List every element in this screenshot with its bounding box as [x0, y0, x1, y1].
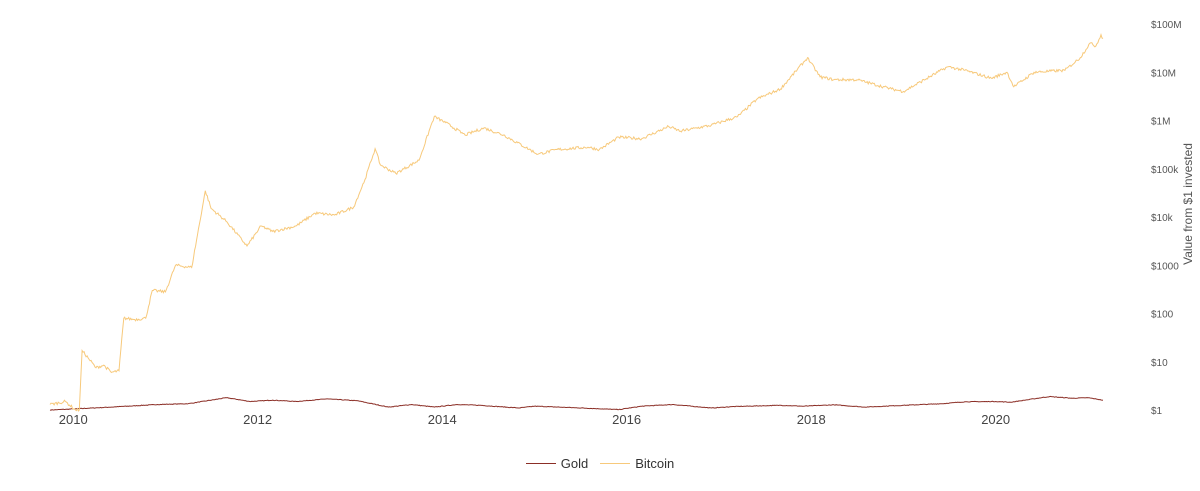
y-tick-label: $1M	[1151, 117, 1170, 128]
x-axis: 2010 2012 2014 2016 2018 2020	[59, 412, 1010, 427]
y-axis: $1 $10 $100 $1000 $10k $100k $1M $10M $100M	[1151, 20, 1182, 417]
y-tick-label: $10	[1151, 358, 1168, 369]
y-tick-label: $10k	[1151, 213, 1174, 224]
y-tick-label: $100	[1151, 310, 1174, 321]
y-tick-label: $100k	[1151, 165, 1179, 176]
legend-label-bitcoin: Bitcoin	[635, 456, 675, 471]
bitcoin-series-layer	[49, 32, 1104, 412]
legend: Gold Bitcoin	[0, 456, 1200, 471]
x-tick-label: 2016	[612, 412, 641, 427]
gold-series-layer	[49, 395, 1104, 411]
bitcoin-legend-swatch	[600, 463, 631, 464]
x-tick-label: 2020	[981, 412, 1010, 427]
y-tick-label: $1	[1151, 406, 1163, 417]
x-tick-label: 2018	[797, 412, 826, 427]
x-tick-label: 2014	[428, 412, 457, 427]
x-tick-label: 2010	[59, 412, 88, 427]
bitcoin-series-line	[49, 32, 1104, 412]
gold-legend-swatch	[525, 463, 556, 464]
y-tick-label: $100M	[1151, 20, 1182, 31]
legend-item-bitcoin[interactable]: Bitcoin	[600, 456, 674, 471]
y-tick-label: $10M	[1151, 68, 1176, 79]
legend-label-gold: Gold	[560, 456, 589, 471]
x-tick-label: 2012	[243, 412, 272, 427]
gold-series-line	[49, 395, 1104, 411]
y-tick-label: $1000	[1151, 261, 1179, 272]
y-axis-title: Value from $1 invested	[1181, 143, 1195, 265]
legend-item-gold[interactable]: Gold	[525, 456, 589, 471]
